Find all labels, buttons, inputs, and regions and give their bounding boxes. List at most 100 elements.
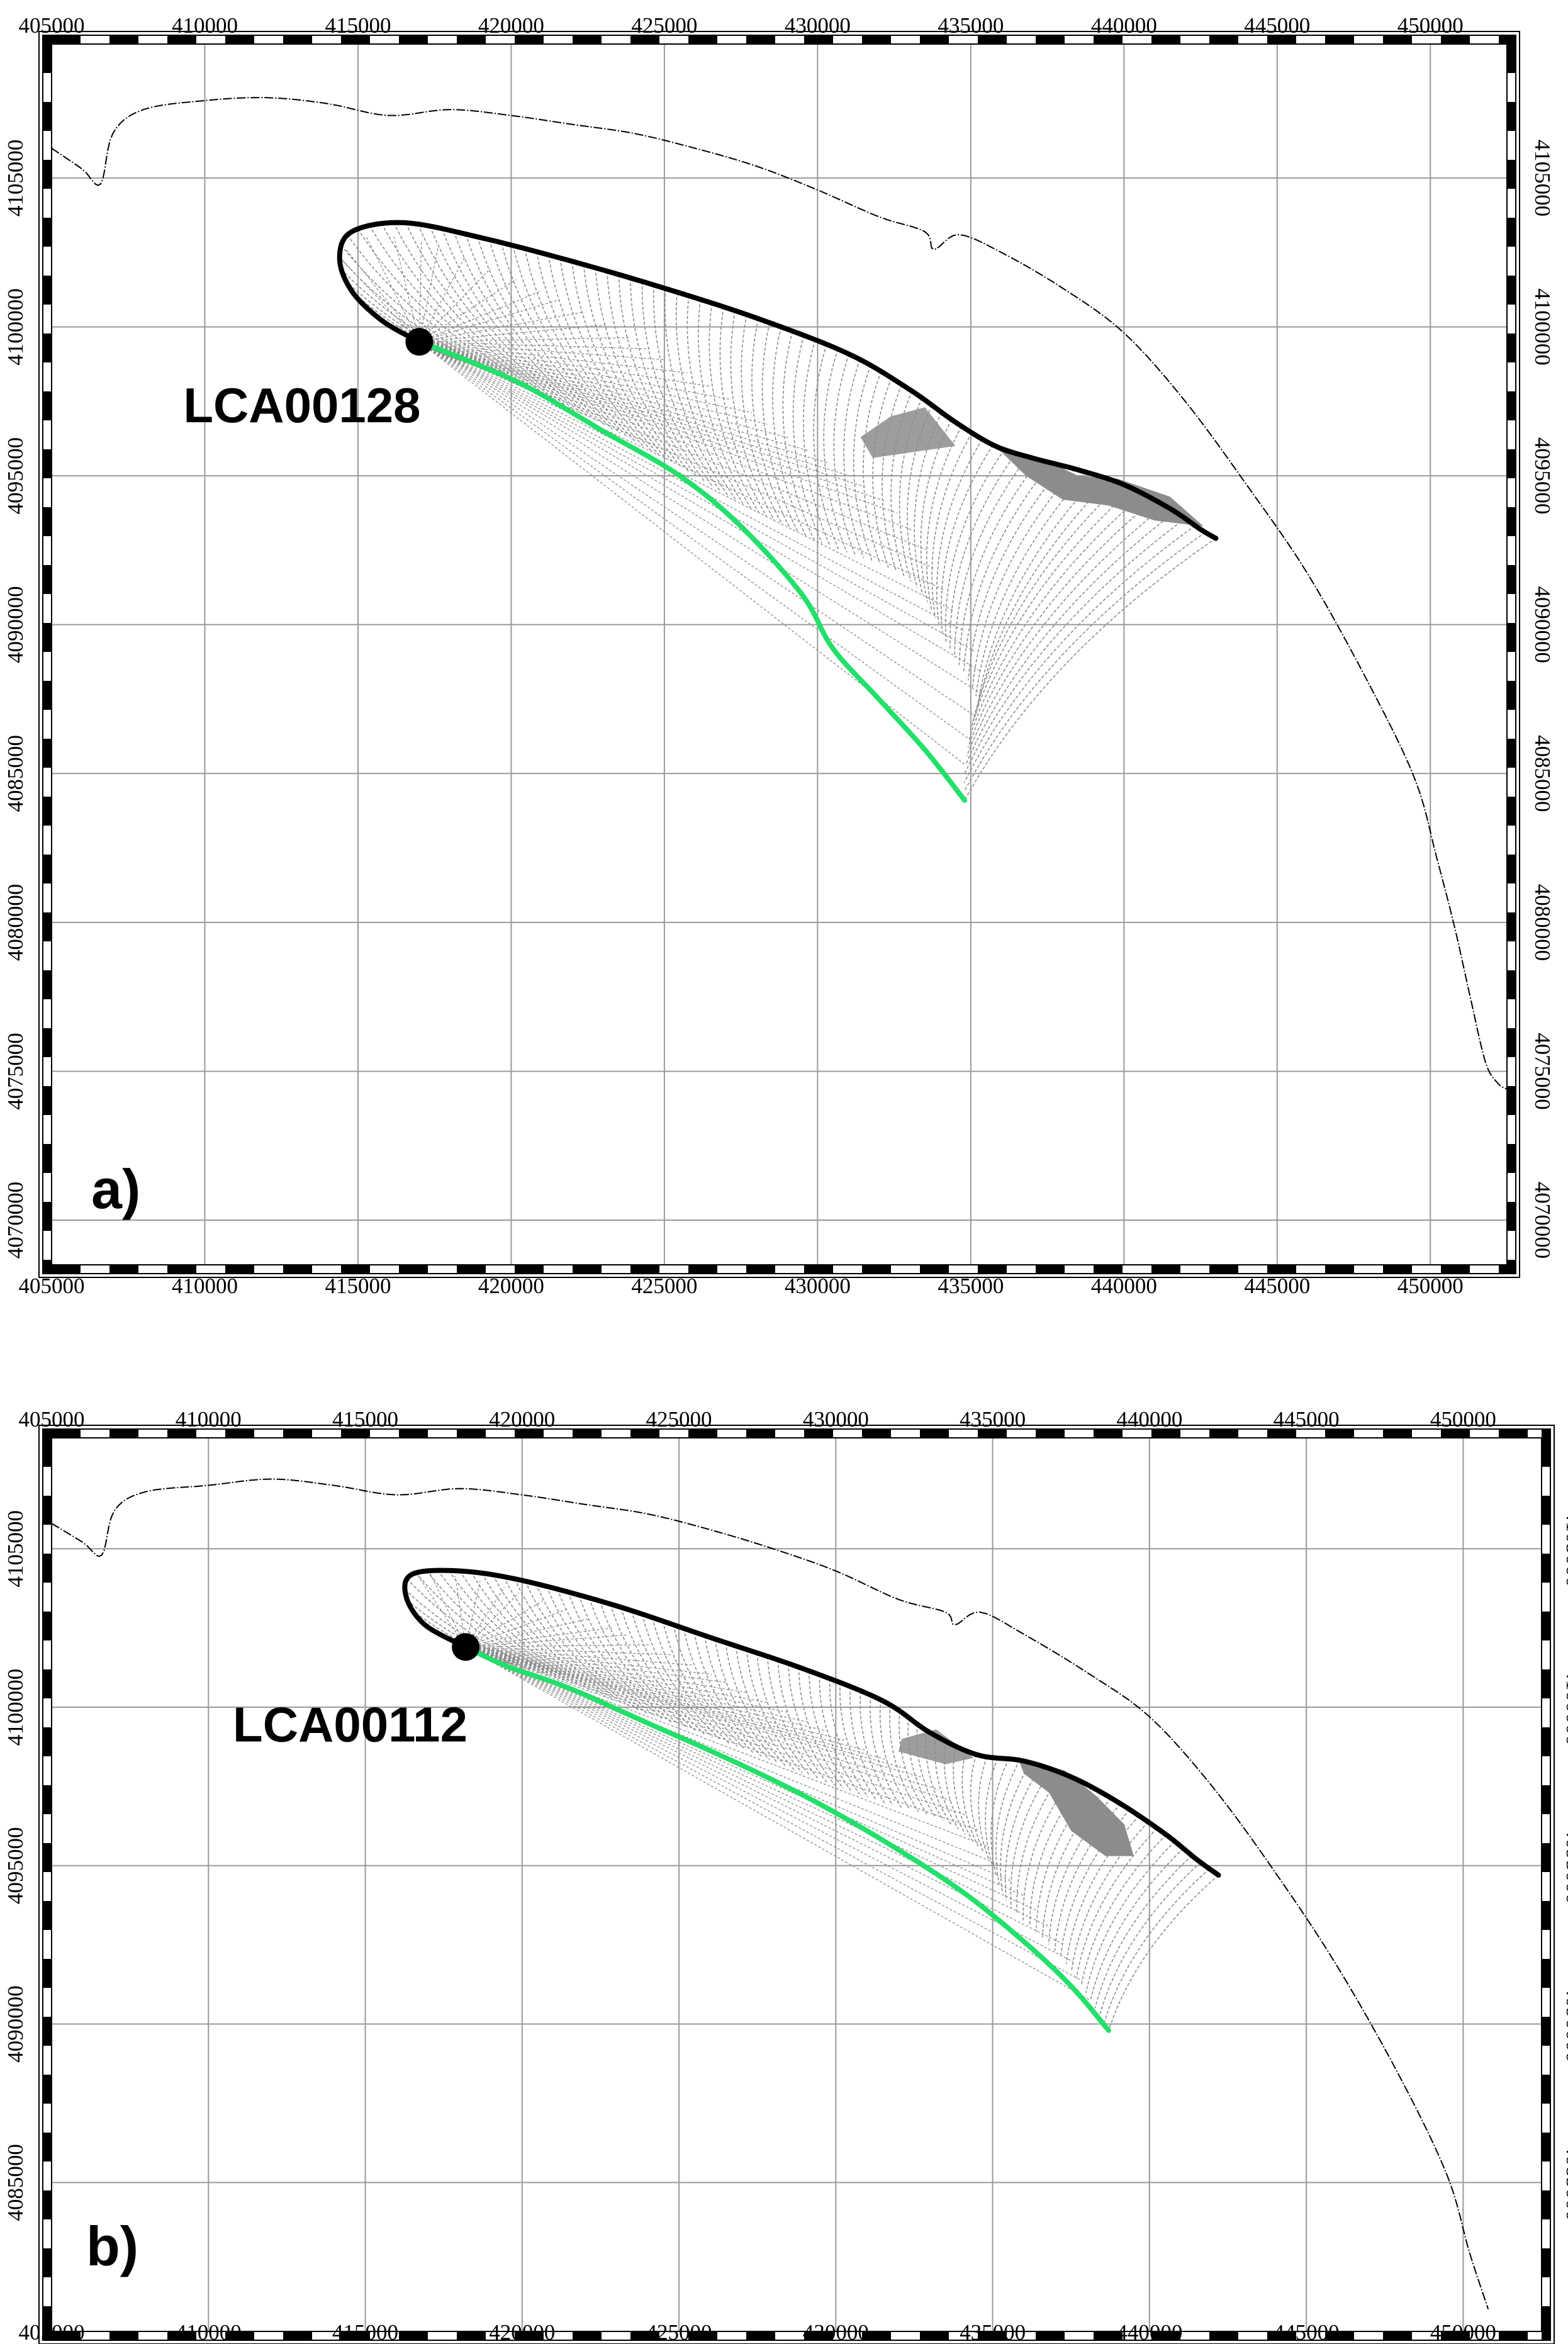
frame-segment <box>688 1429 717 1438</box>
frame-outer <box>42 1428 1551 2341</box>
frame-segment <box>1151 2331 1180 2340</box>
frame-segment <box>1507 507 1516 536</box>
frame-segment <box>1151 35 1180 44</box>
frame-segment <box>1507 44 1516 73</box>
trajectory-line <box>788 1663 836 1786</box>
trajectory-ray <box>465 1646 921 1778</box>
x-tick-label-top: 420000 <box>489 1407 555 1432</box>
panel-b: 4050004050004100004100004150004150004200… <box>0 1394 1568 2344</box>
frame-segment <box>43 1086 52 1115</box>
trajectory-ray <box>418 341 966 766</box>
frame-segment <box>630 2331 659 2340</box>
frame-segment <box>43 1496 52 1525</box>
trajectory-line <box>351 291 476 367</box>
x-tick-label-top: 440000 <box>1116 1407 1182 1432</box>
x-tick-label-bottom: 450000 <box>1397 1274 1464 1298</box>
frame-inner <box>51 1437 1542 2332</box>
trajectory-line <box>968 465 1063 680</box>
trajectory-line <box>967 499 1155 748</box>
frame-segment <box>1209 2331 1238 2340</box>
frame-segment <box>804 2331 833 2340</box>
trajectory-line <box>512 245 629 438</box>
x-tick-label-top: 410000 <box>172 13 238 38</box>
frame-segment <box>43 565 52 594</box>
frame-segment <box>341 1265 370 1274</box>
frame-segment <box>225 1265 254 1274</box>
frame-segment <box>978 35 1007 44</box>
trajectory-line <box>1080 1834 1167 1986</box>
frame-segment <box>43 2190 52 2219</box>
frame-segment <box>1267 35 1296 44</box>
frame-segment <box>225 1429 254 1438</box>
trajectory-line <box>990 1758 1009 1876</box>
trajectory-ray <box>465 1646 1050 1927</box>
trajectory-line <box>547 254 652 451</box>
frame-corner <box>43 35 52 44</box>
frame-segment <box>1094 1265 1123 1274</box>
trajectory-line <box>673 1624 746 1751</box>
frame-segment <box>43 449 52 478</box>
trajectory-line <box>970 488 1133 731</box>
frame-segment <box>1325 2331 1354 2340</box>
frame-segment <box>1036 1429 1065 1438</box>
frame-segment <box>43 2248 52 2277</box>
frame-segment <box>341 1429 370 1438</box>
frame-segment <box>43 2075 52 2104</box>
trajectory-line <box>578 1595 672 1723</box>
trajectory-line <box>926 425 962 610</box>
frame-segment <box>167 35 196 44</box>
y-tick-label-left: 4100000 <box>3 288 28 366</box>
frame-segment <box>43 912 52 941</box>
frame-segment <box>457 1429 486 1438</box>
trajectory-line <box>964 518 1186 775</box>
trajectory-ray <box>419 341 955 612</box>
frame-segment <box>1383 35 1412 44</box>
trajectory-line <box>588 1598 680 1726</box>
trajectory-ray <box>419 341 665 361</box>
trajectory-ray <box>465 1646 810 1723</box>
frame-segment <box>515 1429 544 1438</box>
y-tick-label-left: 4095000 <box>3 437 28 515</box>
trajectory-line <box>761 322 798 532</box>
trajectory-ray <box>466 1646 693 1666</box>
frame-segment <box>43 1144 52 1173</box>
frame-segment <box>52 2331 81 2340</box>
frame-segment <box>225 2331 254 2340</box>
trajectory-ray <box>419 341 927 551</box>
frame-segment <box>225 35 254 44</box>
frame-segment <box>43 2133 52 2162</box>
frame-segment <box>1441 1429 1470 1438</box>
y-tick-label-left: 4080000 <box>3 884 28 962</box>
trajectory-line <box>872 378 892 568</box>
trajectory-ray <box>419 341 650 350</box>
frame-segment <box>43 797 52 826</box>
trajectory-line <box>340 245 510 380</box>
trajectory-ray <box>419 341 710 387</box>
frame-segment <box>167 2331 196 2340</box>
frame-segment <box>43 276 52 305</box>
frame-segment <box>341 2331 370 2340</box>
frame-segment <box>109 35 138 44</box>
frame-segment <box>43 44 52 73</box>
trajectory-line <box>620 1607 705 1735</box>
frame-segment <box>43 855 52 883</box>
trajectory-ray <box>418 268 491 342</box>
frame-segment <box>630 1265 659 1274</box>
trajectory-ray <box>419 341 944 591</box>
frame-segment <box>688 2331 717 2340</box>
frame-segment <box>1383 1429 1412 1438</box>
frame-segment <box>1507 1086 1516 1115</box>
site-marker <box>405 328 434 356</box>
lower-boundary-line <box>463 1644 1112 2033</box>
trajectory-ray <box>419 341 788 439</box>
y-tick-label-right: 4095000 <box>1530 437 1555 515</box>
trajectory-line <box>972 468 1075 688</box>
trajectory-line <box>819 1674 860 1795</box>
frame-segment <box>167 1429 196 1438</box>
trajectory-line <box>995 1759 1021 1885</box>
trajectory-line <box>889 1705 919 1812</box>
frame-segment <box>862 2331 891 2340</box>
trajectory-line <box>1099 1861 1201 2016</box>
x-tick-label-top: 450000 <box>1430 1407 1496 1432</box>
trajectory-line <box>1076 1827 1158 1978</box>
